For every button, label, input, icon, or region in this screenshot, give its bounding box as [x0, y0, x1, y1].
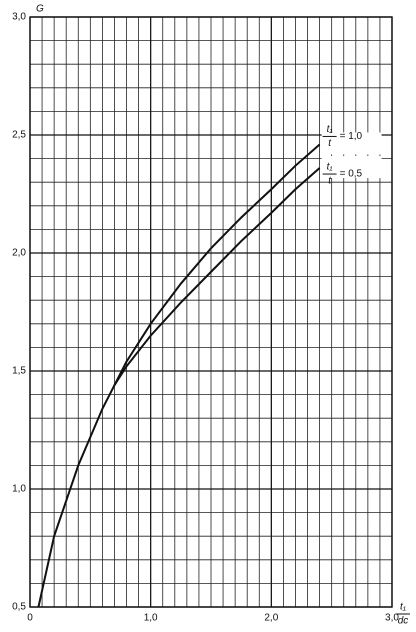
fraction-value: = 1,0 [340, 131, 363, 142]
y-tick-label: 3,0 [12, 12, 26, 23]
fraction-numerator: t₁ [327, 124, 333, 135]
y-tick-label: 1,5 [12, 366, 26, 377]
y-tick-label: 2,0 [12, 248, 26, 259]
x-tick-label: 2,0 [264, 613, 278, 624]
fraction-value: = 0,5 [340, 169, 363, 180]
fraction-numerator: t₁ [327, 162, 333, 173]
y-tick-label: 2,5 [12, 130, 26, 141]
line-series [113, 167, 321, 386]
plot-frame [29, 16, 393, 608]
label-bg [321, 156, 382, 179]
fraction-denominator: t [328, 176, 332, 187]
fraction-denominator: dc [398, 616, 409, 627]
fraction-numerator: t₁ [400, 602, 406, 613]
x-tick-label: 0 [27, 613, 33, 624]
x-tick-label: 3,0 [385, 613, 399, 624]
x-tick-label: 1,0 [144, 613, 158, 624]
y-tick-label: 1,0 [12, 484, 26, 495]
y-tick-label: 0,5 [12, 602, 26, 613]
y-axis-label: G [36, 4, 44, 15]
line-series [37, 143, 321, 608]
label-bg [321, 132, 382, 155]
fraction-denominator: t [328, 138, 332, 149]
